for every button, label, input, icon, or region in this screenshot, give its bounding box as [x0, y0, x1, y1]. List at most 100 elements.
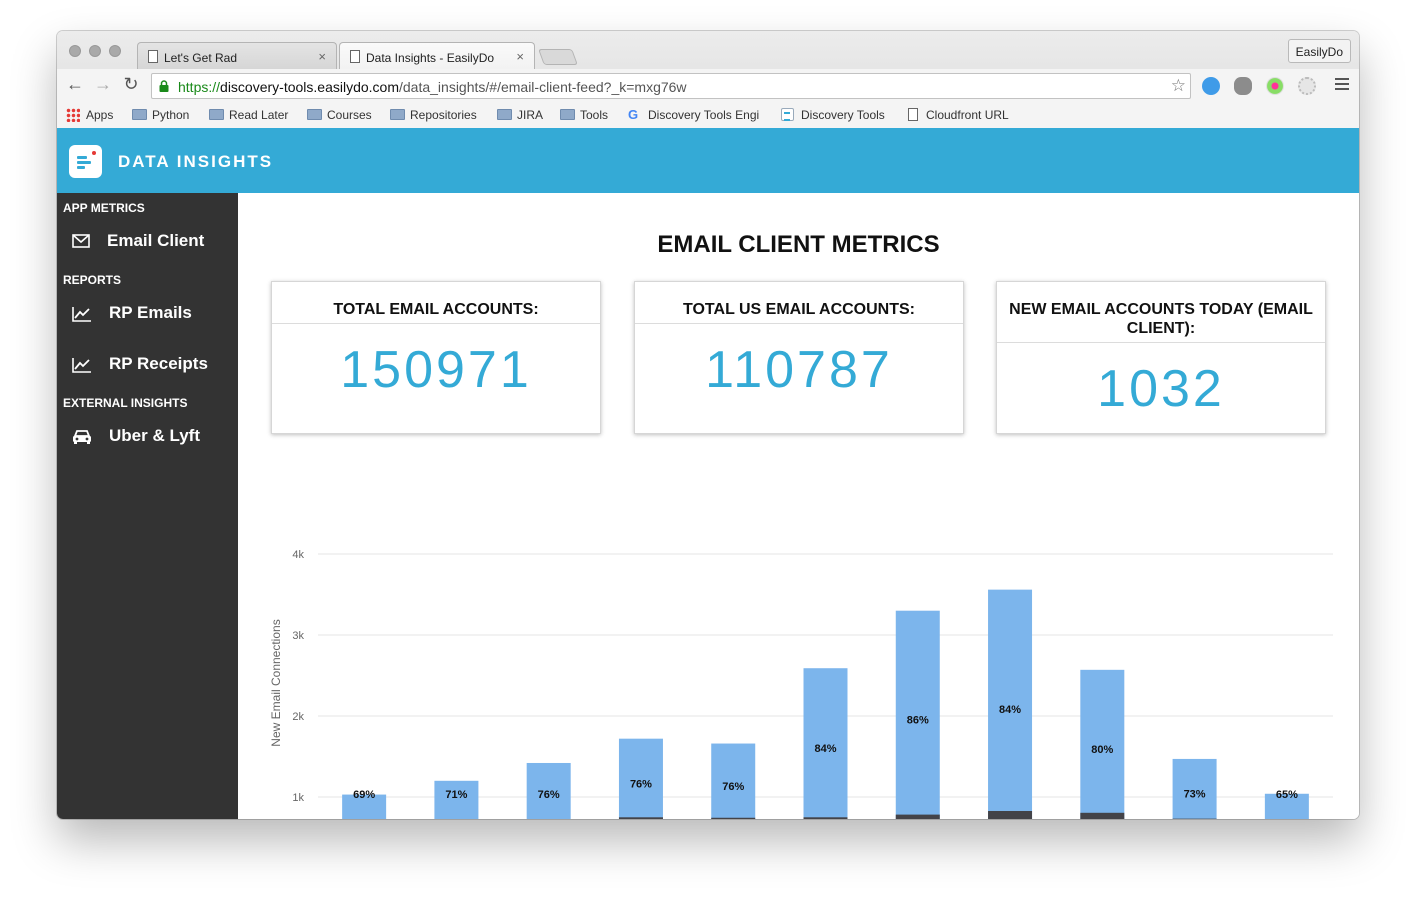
bookmark-read-later[interactable]: Read Later: [209, 108, 288, 122]
bookmark-courses[interactable]: Courses: [307, 108, 372, 122]
tab-data-insights[interactable]: Data Insights - EasilyDo ×: [339, 42, 535, 69]
bookmarks-bar: Apps Python Read Later Courses Repositor…: [57, 103, 1359, 128]
bookmark-cloudfront-url[interactable]: Cloudfront URL: [906, 108, 1009, 122]
url-scheme: https://: [178, 79, 221, 95]
document-icon: [350, 50, 360, 63]
document-icon: [148, 50, 158, 63]
folder-icon: [132, 109, 147, 120]
extension-compass-icon[interactable]: [1202, 77, 1220, 95]
bookmark-discovery-tools-eng[interactable]: G Discovery Tools Engi: [628, 108, 763, 122]
section-reports: REPORTS: [63, 273, 122, 287]
reload-icon[interactable]: ↻: [123, 74, 139, 94]
extension-react-icon[interactable]: [1298, 77, 1316, 95]
bookmark-repositories[interactable]: Repositories: [390, 108, 477, 122]
menu-icon[interactable]: [1335, 78, 1349, 90]
folder-icon: [390, 109, 405, 120]
bar-segment-dark[interactable]: [618, 817, 663, 819]
bar[interactable]: [434, 780, 479, 819]
bar-data-label: 76%: [538, 789, 560, 801]
sidebar-item-email-client[interactable]: Email Client: [57, 223, 238, 259]
bar[interactable]: [895, 610, 940, 819]
extension-bug-icon[interactable]: [1234, 77, 1252, 95]
profile-button[interactable]: EasilyDo: [1287, 39, 1351, 63]
bar[interactable]: [1264, 793, 1309, 819]
card-value: 110787: [705, 341, 893, 399]
zoom-window-button[interactable]: [109, 45, 121, 57]
bookmark-star-icon[interactable]: ☆: [1170, 76, 1186, 95]
line-chart-icon: [72, 358, 91, 373]
bookmark-jira[interactable]: JIRA: [497, 108, 543, 122]
page-title: EMAIL CLIENT METRICS: [657, 231, 940, 258]
bar-segment-dark[interactable]: [1080, 812, 1125, 819]
close-icon[interactable]: ×: [318, 49, 326, 64]
bar-segment-dark[interactable]: [803, 817, 848, 819]
google-icon: G: [628, 108, 639, 122]
new-tab-button[interactable]: [538, 49, 578, 65]
bar[interactable]: [618, 738, 663, 819]
bar-data-label: 69%: [353, 789, 375, 801]
new-email-connections-chart: 1k 2k 3k 4k New Email Connections 69% 71% 76%…: [269, 549, 1333, 819]
bar-data-label: 76%: [630, 778, 652, 790]
address-bar[interactable]: https://discovery-tools.easilydo.com/dat…: [151, 73, 1191, 99]
card-label: TOTAL EMAIL ACCOUNTS:: [272, 282, 600, 324]
sidebar-item-rp-emails[interactable]: RP Emails: [57, 295, 238, 331]
bar[interactable]: [803, 668, 848, 819]
minimize-window-button[interactable]: [89, 45, 101, 57]
tab-title: Data Insights - EasilyDo: [366, 51, 495, 65]
bar-data-label: 65%: [1276, 789, 1298, 801]
bar[interactable]: [711, 743, 756, 819]
bar-segment-dark[interactable]: [895, 814, 940, 819]
tab-lets-get-rad[interactable]: Let's Get Rad ×: [137, 42, 337, 69]
bookmark-label: Cloudfront URL: [926, 108, 1009, 122]
bar-data-label: 73%: [1184, 788, 1206, 800]
browser-window: Let's Get Rad × Data Insights - EasilyDo…: [57, 31, 1359, 819]
sidebar-item-uber-lyft[interactable]: Uber & Lyft: [57, 418, 238, 454]
back-arrow-icon[interactable]: ←: [66, 74, 84, 94]
bookmark-label: Python: [152, 108, 190, 122]
y-axis-label: New Email Connections: [269, 619, 283, 746]
bar-data-label: 76%: [722, 781, 744, 793]
sidebar: APP METRICS Email Client REPORTS RP Emai…: [57, 193, 238, 819]
toolbar: ← → ↻ https://discovery-tools.easilydo.c…: [57, 69, 1359, 103]
sidebar-item-label: RP Receipts: [109, 354, 208, 373]
section-external-insights: EXTERNAL INSIGHTS: [63, 396, 188, 410]
bookmark-discovery-tools[interactable]: Discovery Tools: [781, 108, 885, 122]
bar-data-label: 84%: [814, 743, 836, 755]
folder-icon: [560, 109, 575, 120]
metric-card-total-us-email-accounts: TOTAL US EMAIL ACCOUNTS: 110787: [634, 281, 964, 434]
extension-color-icon[interactable]: [1266, 77, 1284, 95]
metric-card-new-email-accounts-today: NEW EMAIL ACCOUNTS TODAY (EMAIL CLIENT):…: [996, 281, 1326, 434]
bookmark-label: Discovery Tools Engi: [648, 108, 760, 122]
bar[interactable]: [526, 762, 571, 819]
car-icon: [73, 430, 91, 444]
bookmark-tools[interactable]: Tools: [560, 108, 608, 122]
bar[interactable]: [1172, 758, 1217, 819]
line-chart-icon: [72, 307, 91, 322]
bookmark-apps[interactable]: Apps: [66, 108, 113, 122]
bar-segment-dark[interactable]: [711, 817, 756, 819]
data-insights-logo-icon[interactable]: [69, 145, 102, 178]
bar[interactable]: [1080, 669, 1125, 819]
bookmark-label: JIRA: [517, 108, 544, 122]
bar-data-label: 71%: [445, 789, 467, 801]
card-value: 150971: [340, 341, 532, 399]
metric-card-total-email-accounts: TOTAL EMAIL ACCOUNTS: 150971: [271, 281, 601, 434]
bookmark-label: Courses: [327, 108, 372, 122]
forward-arrow-icon[interactable]: →: [94, 74, 112, 94]
browser-chrome: Let's Get Rad × Data Insights - EasilyDo…: [57, 31, 1359, 128]
bar[interactable]: [342, 794, 387, 819]
url-host: discovery-tools.easilydo.com: [220, 79, 399, 95]
close-icon[interactable]: ×: [516, 49, 524, 64]
bar-segment-dark[interactable]: [988, 811, 1033, 819]
tab-title: Let's Get Rad: [164, 51, 237, 65]
app-title[interactable]: DATA INSIGHTS: [118, 152, 274, 171]
bookmark-label: Tools: [580, 108, 609, 122]
sidebar-item-rp-receipts[interactable]: RP Receipts: [57, 346, 238, 382]
apps-icon: [66, 108, 80, 122]
card-label: TOTAL US EMAIL ACCOUNTS:: [635, 282, 963, 324]
bookmark-python[interactable]: Python: [132, 108, 189, 122]
main-content: EMAIL CLIENT METRICS TOTAL EMAIL ACCOUNT…: [238, 193, 1359, 819]
bar[interactable]: [988, 589, 1033, 819]
y-tick-label: 4k: [292, 549, 304, 561]
close-window-button[interactable]: [69, 45, 81, 57]
